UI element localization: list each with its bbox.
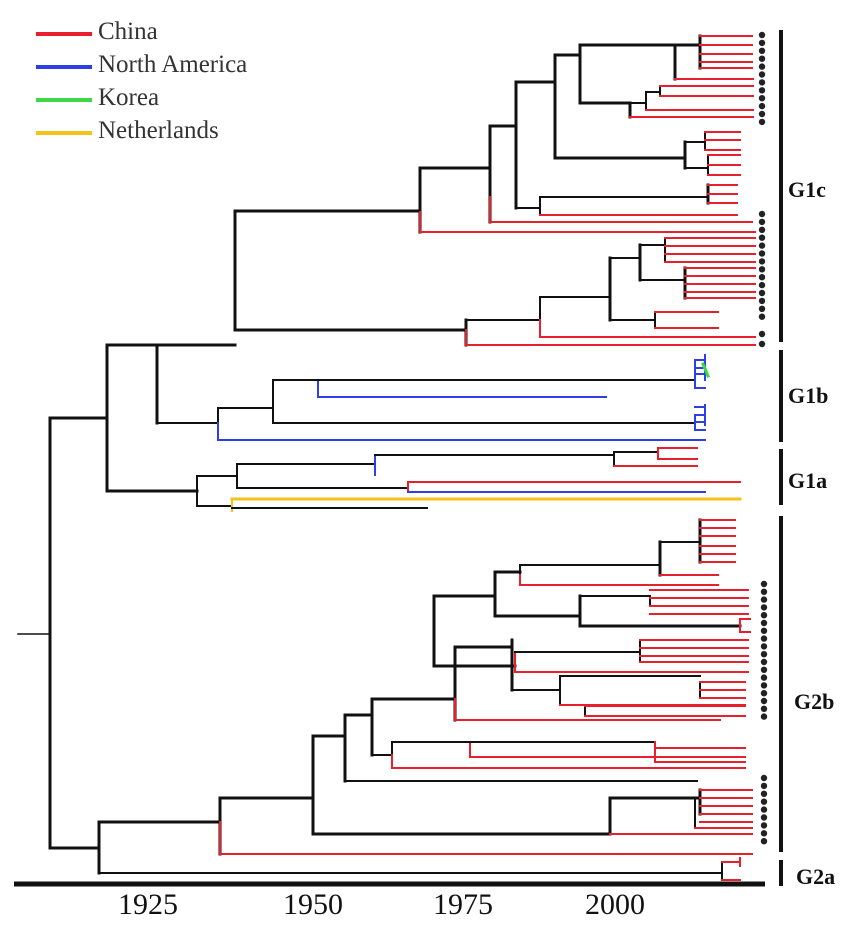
tip-marker-g1c-a-3: [758, 55, 766, 62]
tip-marker-g2b-a-1: [760, 588, 768, 595]
legend-swatch-north-america: [36, 65, 92, 69]
tip-marker-g2b-b-5: [760, 814, 768, 821]
legend-label-korea: Korea: [98, 84, 160, 111]
tip-marker-g2b-a-7: [760, 635, 768, 642]
x-tick-label-2000: 2000: [585, 888, 645, 921]
tip-marker-g1c-b-4: [758, 242, 766, 249]
tip-marker-g2b-b-6: [760, 822, 768, 829]
tip-marker-g1c-b-5: [758, 250, 766, 257]
tip-marker-g2b-a-3: [760, 604, 768, 611]
clade-label-g1a: G1a: [788, 468, 828, 493]
tip-marker-g1c-a-1: [758, 39, 766, 47]
legend-swatch-korea: [36, 98, 92, 102]
tip-marker-g2b-a-6: [760, 627, 768, 634]
tip-marker-g2b-a-17: [760, 713, 768, 720]
tip-marker-g1c-a-11: [758, 118, 766, 126]
tip-marker-g1c-b-10: [758, 289, 766, 297]
tip-marker-g2b-a-9: [760, 651, 768, 658]
korea-branch: [701, 362, 710, 378]
tip-marker-g1c-a-8: [758, 95, 766, 102]
clade-label-g2a: G2a: [796, 864, 836, 889]
clade-label-g2b: G2b: [794, 689, 835, 714]
tip-marker-g1c-a-6: [758, 79, 766, 86]
legend-swatch-china: [36, 32, 92, 36]
tip-marker-g1c-b-13: [758, 313, 766, 320]
tip-marker-g1c-a-2: [758, 47, 766, 54]
tip-marker-g1c-a-9: [758, 102, 766, 110]
tip-marker-g1c-b-0: [758, 210, 766, 218]
tip-marker-g2b-a-8: [760, 643, 768, 650]
tip-marker-g2b-a-2: [760, 596, 768, 603]
x-tick-label-1975: 1975: [433, 888, 493, 921]
tip-marker-g2b-a-15: [760, 697, 768, 705]
tip-marker-g1c-b-6: [758, 258, 766, 265]
tip-marker-g1c-b-9: [758, 281, 766, 289]
x-tick-label-1950: 1950: [283, 888, 343, 921]
tip-marker-g1c-b-3: [758, 234, 766, 241]
tip-markers: [758, 31, 768, 845]
tip-marker-g1c-b-1: [758, 218, 766, 226]
x-tick-label-1925: 1925: [118, 888, 178, 921]
tip-marker-g1c-a-4: [758, 63, 766, 70]
clade-label-g1b: G1b: [788, 383, 829, 408]
tip-marker-g2b-b-8: [760, 838, 768, 845]
tip-marker-g1c-a-10: [758, 110, 766, 118]
tip-marker-g1c-b-7: [758, 266, 766, 273]
tip-marker-g1c-a-5: [758, 71, 766, 78]
tip-marker-g1c-c-1: [758, 340, 766, 348]
tree-branches: [17, 34, 756, 881]
tip-marker-g1c-b-12: [758, 305, 766, 312]
tip-marker-g2b-b-1: [760, 782, 768, 790]
tip-marker-g2b-a-14: [760, 690, 768, 697]
tip-marker-g2b-a-10: [760, 658, 768, 666]
tip-marker-g2b-b-3: [760, 798, 768, 805]
tip-marker-g2b-a-5: [760, 619, 768, 627]
tip-marker-g2b-a-0: [760, 580, 768, 588]
tip-marker-g1c-b-2: [758, 226, 766, 233]
tip-marker-g1c-b-8: [758, 274, 766, 281]
tip-marker-g2b-b-7: [760, 830, 768, 837]
tip-marker-g2b-a-4: [760, 612, 768, 619]
legend-label-netherlands: Netherlands: [98, 117, 219, 144]
tip-marker-g1c-a-0: [758, 31, 766, 39]
tip-marker-g2b-b-4: [760, 806, 768, 813]
legend-swatch-netherlands: [36, 131, 92, 135]
tip-marker-g2b-a-11: [760, 666, 768, 673]
tip-marker-g2b-b-0: [760, 774, 768, 782]
tip-marker-g2b-a-12: [760, 674, 768, 681]
tip-marker-g1c-a-7: [758, 87, 766, 94]
clade-label-g1c: G1c: [788, 177, 826, 202]
tip-marker-g2b-a-16: [760, 705, 768, 712]
tip-marker-g1c-c-0: [758, 330, 766, 338]
legend-label-north-america: North America: [98, 51, 248, 78]
legend-label-china: China: [98, 18, 158, 45]
tip-marker-g1c-b-11: [758, 297, 766, 305]
tip-marker-g2b-a-13: [760, 682, 768, 689]
tip-marker-g2b-b-2: [760, 790, 768, 797]
